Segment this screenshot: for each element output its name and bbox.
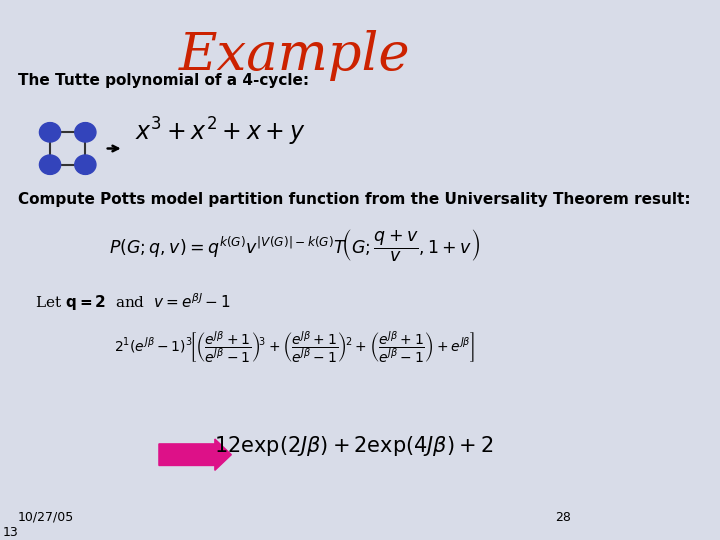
Text: $P(G;q,v) = q^{k(G)}v^{|V(G)|-k(G)}T\!\left( G;\dfrac{q+v}{v},1+v \right)$: $P(G;q,v) = q^{k(G)}v^{|V(G)|-k(G)}T\!\l…: [109, 227, 480, 263]
Circle shape: [75, 155, 96, 174]
Text: 10/27/05: 10/27/05: [18, 511, 74, 524]
Text: 13: 13: [3, 526, 19, 539]
Text: Example: Example: [179, 30, 410, 80]
Text: $x^3 + x^2 + x + y$: $x^3 + x^2 + x + y$: [135, 116, 306, 148]
Text: 28: 28: [555, 511, 571, 524]
Text: Let $\mathbf{q = 2}$  and  $v = e^{\beta J} - 1$: Let $\mathbf{q = 2}$ and $v = e^{\beta J…: [35, 292, 231, 313]
Text: The Tutte polynomial of a 4-cycle:: The Tutte polynomial of a 4-cycle:: [18, 73, 309, 88]
Text: $12\exp(2J\beta)+2\exp(4J\beta)+2$: $12\exp(2J\beta)+2\exp(4J\beta)+2$: [214, 434, 492, 457]
Circle shape: [75, 123, 96, 142]
Circle shape: [40, 123, 60, 142]
Circle shape: [40, 155, 60, 174]
Text: $2^1\left(e^{J\beta}-1\right)^3\!\left[\left(\dfrac{e^{J\beta}+1}{e^{J\beta}-1}\: $2^1\left(e^{J\beta}-1\right)^3\!\left[\…: [114, 329, 474, 365]
FancyArrow shape: [159, 439, 231, 470]
Text: Compute Potts model partition function from the Universality Theorem result:: Compute Potts model partition function f…: [18, 192, 690, 207]
